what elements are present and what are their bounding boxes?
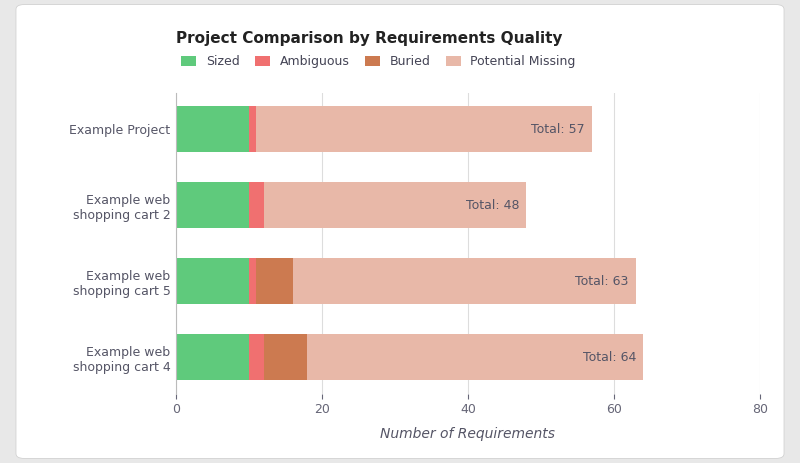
Bar [176,106,249,152]
Bar [176,258,249,304]
Text: Project Comparison by Requirements Quality: Project Comparison by Requirements Quali… [176,31,562,45]
Text: Total: 57: Total: 57 [531,123,585,136]
Bar [249,182,264,228]
X-axis label: Number of Requirements: Number of Requirements [381,427,555,441]
Bar [264,182,526,228]
Bar [256,106,592,152]
Bar [256,258,293,304]
Legend: Sized, Ambiguous, Buried, Potential Missing: Sized, Ambiguous, Buried, Potential Miss… [176,50,581,74]
Bar [249,258,256,304]
Text: Total: 63: Total: 63 [575,275,629,288]
Text: Total: 64: Total: 64 [582,350,636,363]
Bar [176,334,249,380]
Bar [264,334,307,380]
Bar [293,258,636,304]
Bar [249,334,264,380]
Bar [307,334,643,380]
Bar [176,182,249,228]
Bar [249,106,256,152]
Text: Total: 48: Total: 48 [466,199,519,212]
